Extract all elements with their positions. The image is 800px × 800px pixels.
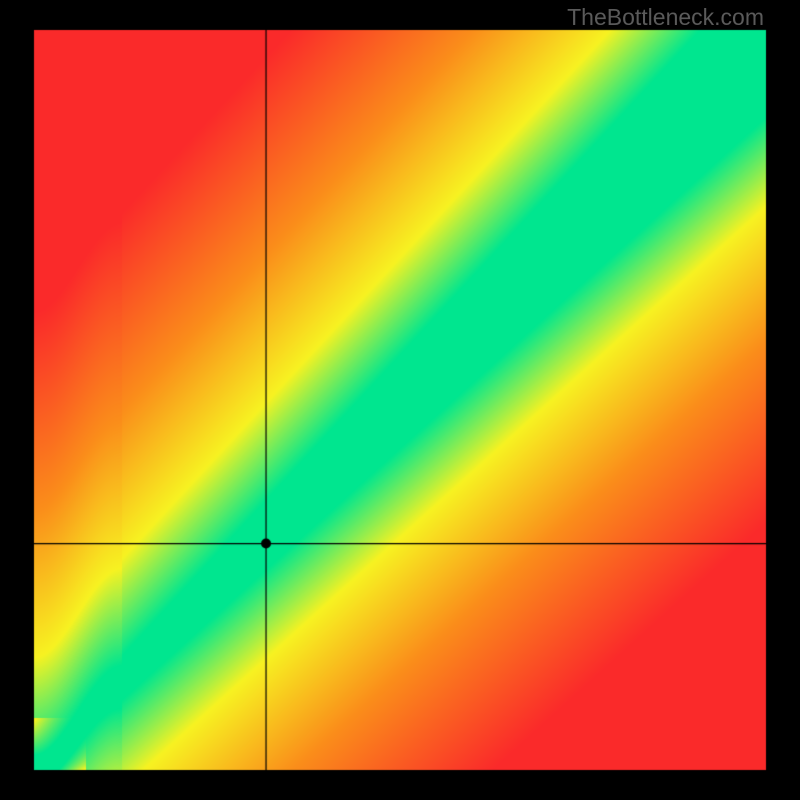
chart-frame: TheBottleneck.com <box>0 0 800 800</box>
watermark-text: TheBottleneck.com <box>567 4 764 31</box>
bottleneck-heatmap <box>0 0 800 800</box>
